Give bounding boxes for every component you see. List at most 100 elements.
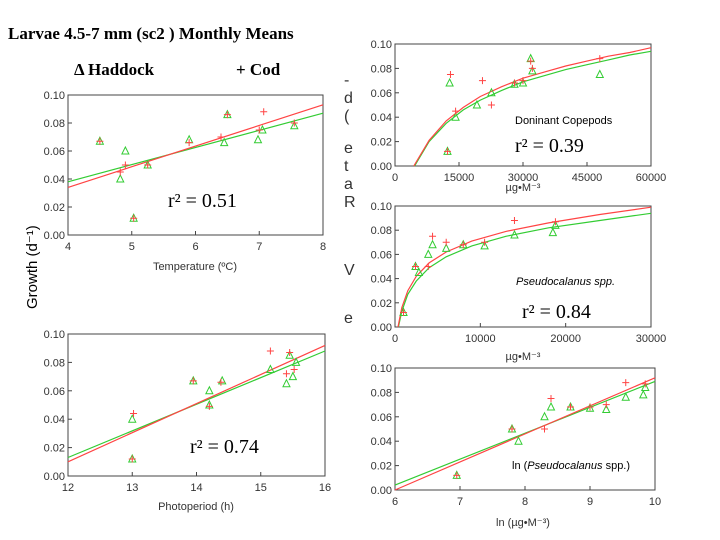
cod-point xyxy=(602,401,610,409)
cod-point xyxy=(189,377,197,385)
fit-line-cod xyxy=(67,104,324,188)
r-squared-label: r² = 0.51 xyxy=(168,190,237,212)
haddock-point xyxy=(282,378,291,388)
cod-point xyxy=(510,79,518,87)
x-axis-label: µg•M⁻³ xyxy=(506,182,541,194)
haddock-point xyxy=(451,112,460,121)
cod-point xyxy=(508,425,516,433)
y-tick-label: 0.04 xyxy=(44,414,65,426)
fit-line-cod xyxy=(397,206,652,328)
x-axis-label: Photoperiod (h) xyxy=(158,501,234,513)
legend-cod: + Cod xyxy=(236,60,281,79)
clipped-label-char: ( xyxy=(344,108,350,125)
cod-point xyxy=(223,111,231,119)
haddock-point xyxy=(638,389,648,399)
clipped-label-char: d xyxy=(344,90,353,107)
haddock-point xyxy=(217,375,227,385)
y-tick-label: 0.08 xyxy=(44,118,65,130)
haddock-point xyxy=(441,243,451,252)
cod-point xyxy=(528,64,536,72)
x-tick-label: 7 xyxy=(256,241,262,253)
y-tick-label: 0.00 xyxy=(371,485,392,497)
x-tick-label: 30000 xyxy=(636,333,667,345)
clipped-label-char: R xyxy=(344,194,356,211)
x-tick-label: 6 xyxy=(392,496,398,508)
haddock-point xyxy=(601,404,611,413)
y-tick-label: 0.10 xyxy=(371,201,392,213)
x-tick-label: 0 xyxy=(392,172,398,184)
cod-point xyxy=(453,471,461,479)
cod-point xyxy=(121,161,129,169)
haddock-point xyxy=(291,357,301,366)
cod-point xyxy=(217,378,225,386)
haddock-point xyxy=(518,77,528,87)
pseudocalanus-chart: µg•M⁻³ Pseudocalanus spp. r² = 0.84 0.00… xyxy=(371,201,667,363)
note-italic: Pseudocalanus xyxy=(527,460,603,472)
temperature-chart: Temperature (ºC) r² = 0.51 0.00 0.02 0.04 0… xyxy=(44,90,326,273)
haddock-point xyxy=(510,229,519,239)
y-tick-label: 0.04 xyxy=(371,274,392,286)
cod-point xyxy=(478,77,486,85)
photoperiod-chart: Photoperiod (h) r² = 0.74 0.00 0.02 0.04 0.… xyxy=(44,329,332,513)
haddock-point xyxy=(472,99,482,109)
cod-point xyxy=(260,108,268,116)
x-tick-label: 6 xyxy=(192,241,198,253)
haddock-point xyxy=(548,227,558,237)
haddock-point xyxy=(510,79,519,88)
x-tick-label: 45000 xyxy=(572,172,603,184)
cod-point xyxy=(641,380,649,388)
y-tick-label: 0.10 xyxy=(371,363,392,375)
x-axis-label: ln (µg•M⁻³) xyxy=(496,517,550,529)
x-tick-label: 14 xyxy=(190,482,202,494)
r-squared-label: r² = 0.84 xyxy=(522,301,591,323)
y-tick-label: 0.06 xyxy=(44,146,65,158)
fit-line-haddock xyxy=(67,112,324,183)
cod-point xyxy=(443,147,451,155)
haddock-point xyxy=(285,350,294,359)
x-tick-label: 13 xyxy=(126,482,138,494)
cod-point xyxy=(96,137,104,145)
fit-line-cod xyxy=(394,377,656,491)
cod-point xyxy=(442,238,450,246)
cod-point xyxy=(452,107,460,115)
y-tick-label: 0.04 xyxy=(371,112,392,124)
cod-point xyxy=(130,410,138,418)
haddock-point xyxy=(480,240,489,250)
y-tick-label: 0.04 xyxy=(44,174,65,186)
y-tick-label: 0.06 xyxy=(371,412,392,424)
haddock-point xyxy=(514,436,523,445)
clipped-label-char: - xyxy=(344,72,350,89)
cod-point xyxy=(586,403,594,411)
cod-point xyxy=(185,139,193,147)
cod-point xyxy=(567,403,574,411)
haddock-point xyxy=(585,403,595,412)
y-tick-label: 0.06 xyxy=(371,249,392,261)
clipped-label-char: t xyxy=(344,158,349,175)
x-tick-label: 20000 xyxy=(550,333,581,345)
y-tick-label: 0.04 xyxy=(371,436,392,448)
cod-point xyxy=(519,77,527,85)
ln-pseudocalanus-chart: ln (µg•M⁻³) ln (Pseudocalanus spp.) 0.00… xyxy=(371,363,662,529)
x-tick-label: 10000 xyxy=(465,333,496,345)
note-suffix: spp.) xyxy=(603,460,631,472)
x-tick-label: 15000 xyxy=(444,172,475,184)
chart-note: ln (Pseudocalanus spp.) xyxy=(512,460,630,472)
cod-point xyxy=(547,395,555,402)
cod-point xyxy=(255,126,263,134)
haddock-point xyxy=(428,239,437,249)
y-tick-label: 0.10 xyxy=(371,39,392,51)
r-squared-label: r² = 0.74 xyxy=(190,436,259,458)
haddock-point xyxy=(115,173,125,183)
y-tick-label: 0.00 xyxy=(371,322,392,334)
chart-note: Pseudocalanus spp. xyxy=(516,276,615,288)
cod-point xyxy=(596,55,604,63)
y-tick-label: 0.00 xyxy=(44,230,65,242)
haddock-point xyxy=(540,411,549,421)
cod-point xyxy=(286,348,294,356)
haddock-point xyxy=(487,87,496,97)
cod-point xyxy=(205,402,213,410)
y-tick-label: 0.06 xyxy=(371,88,392,100)
haddock-point xyxy=(288,371,298,381)
cod-point xyxy=(290,366,298,373)
